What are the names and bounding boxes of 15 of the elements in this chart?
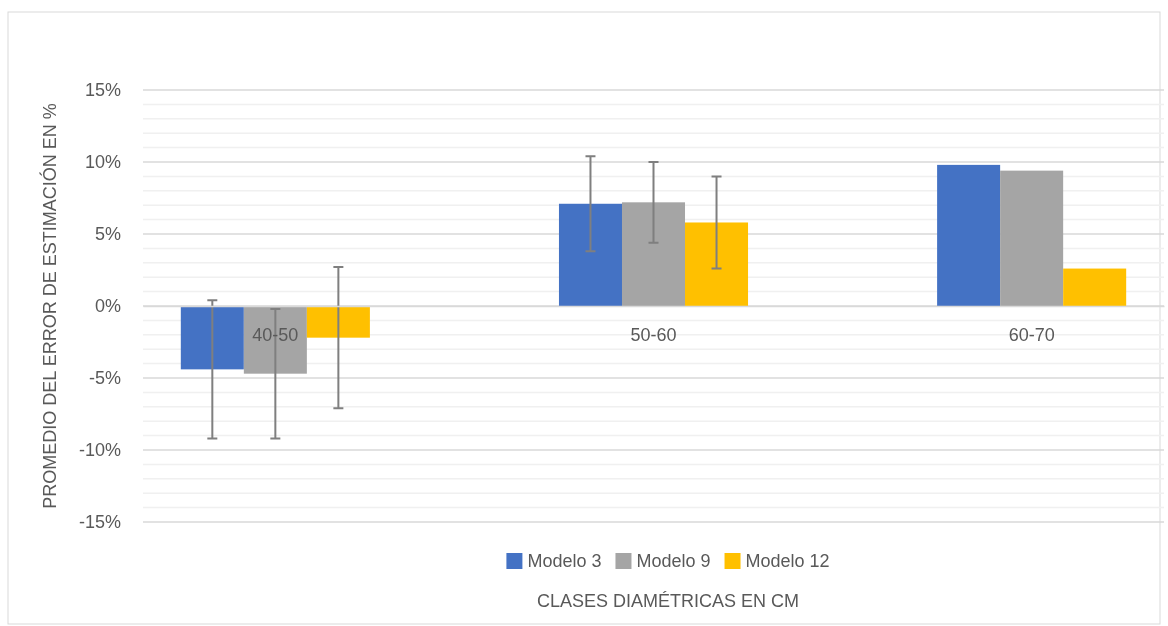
- y-tick-label: -10%: [78, 440, 121, 461]
- x-tick-label: 40-50: [252, 324, 299, 345]
- y-tick-label: 15%: [84, 80, 121, 101]
- y-tick-label: -15%: [78, 512, 121, 533]
- y-tick-label: 10%: [84, 152, 121, 173]
- x-tick-label: 60-70: [1008, 324, 1055, 345]
- y-tick-label: 5%: [94, 224, 121, 245]
- y-axis-title: PROMEDIO DEL ERROR DE ESTIMACIÓN EN %: [39, 103, 60, 509]
- x-axis-title: CLASES DIAMÉTRICAS EN CM: [536, 591, 800, 611]
- x-tick-label: 50-60: [630, 324, 677, 345]
- y-tick-label: 0%: [94, 296, 121, 317]
- y-tick-label: -5%: [88, 368, 121, 389]
- legend-label: Modelo 12: [745, 551, 830, 571]
- legend-label: Modelo 9: [636, 551, 711, 571]
- legend-label: Modelo 3: [527, 551, 602, 571]
